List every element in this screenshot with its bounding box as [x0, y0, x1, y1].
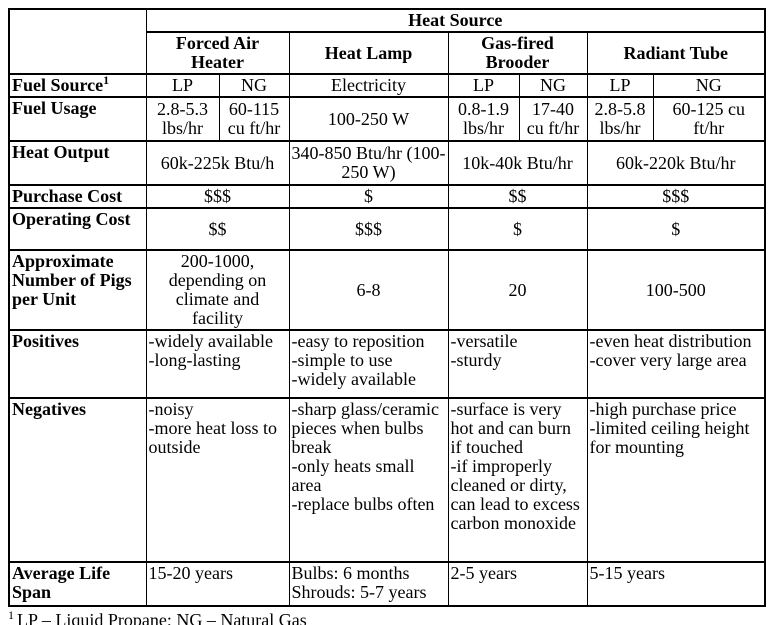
col-group-gas-fired-brooder: Gas-fired Brooder [447, 31, 588, 75]
cell-fuel-usage-radiant-lp: 2.8-5.8 lbs/hr [586, 96, 654, 142]
cell-fuel-source-brooder-ng: NG [518, 73, 588, 98]
row-label-positives: Positives [8, 329, 147, 399]
row-label-negatives: Negatives [8, 397, 147, 563]
cell-operating-cost-radiant: $ [586, 207, 766, 251]
cell-life-span-heat-lamp: Bulbs: 6 months Shrouds: 5-7 years [288, 561, 449, 607]
cell-pigs-radiant: 100-500 [586, 249, 766, 331]
cell-purchase-cost-brooder: $$ [447, 184, 588, 209]
heat-source-comparison-table: Heat Source Forced Air Heater Heat Lamp … [8, 8, 767, 607]
col-group-heat-lamp: Heat Lamp [288, 31, 449, 75]
cell-fuel-usage-forced-air-ng: 60-115 cu ft/hr [218, 96, 290, 142]
cell-fuel-usage-heat-lamp: 100-250 W [288, 96, 449, 142]
footnote-text: LP – Liquid Propane; NG – Natural Gas [17, 610, 307, 625]
cell-positives-radiant: -even heat distribution -cover very larg… [586, 329, 766, 399]
cell-life-span-radiant: 5-15 years [586, 561, 766, 607]
cell-operating-cost-brooder: $ [447, 207, 588, 251]
cell-heat-output-brooder: 10k-40k Btu/hr [447, 140, 588, 186]
row-label-operating-cost: Operating Cost [8, 207, 147, 251]
cell-negatives-brooder: -surface is very hot and can burn if tou… [447, 397, 588, 563]
cell-life-span-brooder: 2-5 years [447, 561, 588, 607]
cell-life-span-forced-air: 15-20 years [145, 561, 290, 607]
cell-heat-output-forced-air: 60k-225k Btu/h [145, 140, 290, 186]
cell-fuel-usage-radiant-ng: 60-125 cu ft/hr [652, 96, 766, 142]
cell-negatives-forced-air: -noisy -more heat loss to outside [145, 397, 290, 563]
row-label-heat-output: Heat Output [8, 140, 147, 186]
row-label-fuel-source: Fuel Source1 [8, 73, 147, 98]
cell-purchase-cost-radiant: $$$ [586, 184, 766, 209]
cell-negatives-radiant: -high purchase price -limited ceiling he… [586, 397, 766, 563]
cell-purchase-cost-heat-lamp: $ [288, 184, 449, 209]
footnote: 1 LP – Liquid Propane; NG – Natural Gas [8, 608, 775, 625]
fuel-source-label: Fuel Source [12, 75, 104, 95]
cell-fuel-usage-brooder-ng: 17-40 cu ft/hr [518, 96, 588, 142]
row-label-purchase-cost: Purchase Cost [8, 184, 147, 209]
cell-fuel-source-heat-lamp: Electricity [288, 73, 449, 98]
cell-fuel-usage-brooder-lp: 0.8-1.9 lbs/hr [447, 96, 520, 142]
cell-fuel-source-brooder-lp: LP [447, 73, 520, 98]
cell-fuel-source-forced-air-ng: NG [218, 73, 290, 98]
corner-cell [8, 8, 147, 75]
cell-operating-cost-forced-air: $$ [145, 207, 290, 251]
cell-pigs-forced-air: 200-1000, depending on climate and facil… [145, 249, 290, 331]
cell-pigs-heat-lamp: 6-8 [288, 249, 449, 331]
fuel-source-footnote-marker: 1 [103, 74, 110, 87]
row-label-average-life-span: Average Life Span [8, 561, 147, 607]
row-label-fuel-usage: Fuel Usage [8, 96, 147, 142]
table-title: Heat Source [145, 8, 766, 33]
cell-positives-brooder: -versatile -sturdy [447, 329, 588, 399]
cell-fuel-source-forced-air-lp: LP [145, 73, 220, 98]
cell-negatives-heat-lamp: -sharp glass/ceramic pieces when bulbs b… [288, 397, 449, 563]
row-label-pigs-per-unit: Approximate Number of Pigs per Unit [8, 249, 147, 331]
cell-purchase-cost-forced-air: $$$ [145, 184, 290, 209]
cell-fuel-source-radiant-lp: LP [586, 73, 654, 98]
cell-positives-heat-lamp: -easy to reposition -simple to use -wide… [288, 329, 449, 399]
col-group-radiant-tube: Radiant Tube [586, 31, 766, 75]
cell-heat-output-heat-lamp: 340-850 Btu/hr (100-250 W) [288, 140, 449, 186]
col-group-forced-air-heater: Forced Air Heater [145, 31, 290, 75]
cell-operating-cost-heat-lamp: $$$ [288, 207, 449, 251]
footnote-marker: 1 [8, 608, 14, 622]
cell-heat-output-radiant: 60k-220k Btu/hr [586, 140, 766, 186]
cell-fuel-usage-forced-air-lp: 2.8-5.3 lbs/hr [145, 96, 220, 142]
cell-fuel-source-radiant-ng: NG [652, 73, 766, 98]
cell-positives-forced-air: -widely available -long-lasting [145, 329, 290, 399]
cell-pigs-brooder: 20 [447, 249, 588, 331]
